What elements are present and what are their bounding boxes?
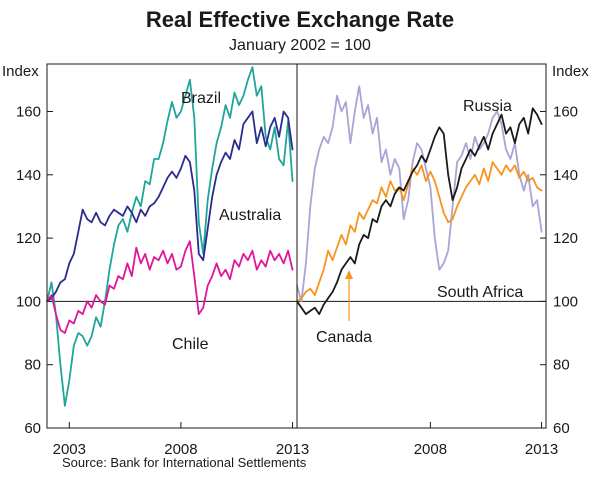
y-tick-label-right: 120 xyxy=(553,230,578,247)
canada-pointer-arrowhead xyxy=(345,270,353,279)
chart-subtitle: January 2002 = 100 xyxy=(229,37,371,54)
right-y-tick-labels: 60 80 100 120 140 160 xyxy=(540,103,578,437)
panel-right xyxy=(296,85,546,316)
y-tick-label-right: 60 xyxy=(553,420,570,437)
y-unit-left: Index xyxy=(2,63,39,80)
y-tick-label-left: 100 xyxy=(16,293,41,310)
left-x-tick-labels: 2003 2008 2013 xyxy=(53,422,309,458)
label-south-africa: South Africa xyxy=(437,284,523,301)
label-russia: Russia xyxy=(463,98,512,115)
series-line-chile xyxy=(46,240,294,334)
y-tick-label-right: 140 xyxy=(553,167,578,184)
x-tick-label-left: 2008 xyxy=(164,441,197,458)
y-tick-label-left: 60 xyxy=(24,420,41,437)
y-tick-label-left: 160 xyxy=(16,103,41,120)
label-australia: Australia xyxy=(219,207,281,224)
series-line-south_africa xyxy=(296,85,543,303)
label-brazil: Brazil xyxy=(181,90,221,107)
left-y-tick-labels: 60 80 100 120 140 160 xyxy=(16,103,53,437)
y-unit-right: Index xyxy=(552,63,589,80)
right-x-tick-labels: 2008 2013 xyxy=(414,422,558,458)
y-tick-label-right: 80 xyxy=(553,357,570,374)
label-chile: Chile xyxy=(172,336,209,353)
series-line-australia xyxy=(46,110,294,303)
label-canada: Canada xyxy=(316,329,372,346)
x-tick-label-left: 2013 xyxy=(276,441,309,458)
panel-left xyxy=(46,66,297,407)
x-tick-label-left: 2003 xyxy=(53,441,86,458)
y-tick-label-right: 100 xyxy=(553,293,578,310)
series-line-brazil xyxy=(46,66,294,407)
chart-title: Real Effective Exchange Rate xyxy=(146,7,454,32)
series-line-russia xyxy=(296,107,543,316)
y-tick-label-left: 80 xyxy=(24,357,41,374)
y-tick-label-left: 120 xyxy=(16,230,41,247)
y-tick-label-right: 160 xyxy=(553,103,578,120)
x-tick-label-right: 2008 xyxy=(414,441,447,458)
source-note: Source: Bank for International Settlemen… xyxy=(62,455,307,470)
series-line-canada xyxy=(296,161,543,303)
y-tick-label-left: 140 xyxy=(16,167,41,184)
x-tick-label-right: 2013 xyxy=(525,441,558,458)
